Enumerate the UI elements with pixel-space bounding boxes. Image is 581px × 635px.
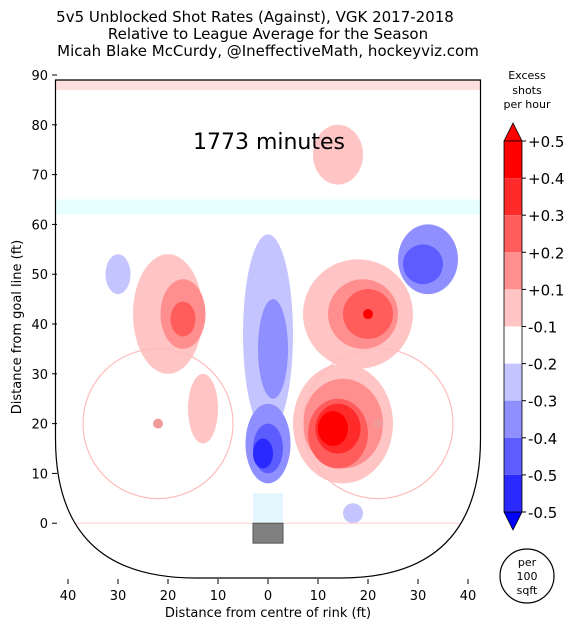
colorbar-band [504,141,522,179]
contour-blob-6 [258,299,288,399]
y-axis-label: Distance from goal line (ft) [10,240,25,414]
colorbar-band [504,178,522,216]
rink-features [55,79,481,544]
contour-blob-21 [403,244,443,285]
colorbar-label: +0.4 [528,170,564,188]
y-tick-label: 30 [31,368,48,383]
x-tick-label: 30 [410,589,427,604]
colorbar-band [504,437,522,475]
y-tick-label: 60 [31,218,48,233]
faceoff-circle-1 [82,348,234,500]
contour-blob-4 [188,373,218,444]
faceoff-circle-2 [302,348,454,500]
x-tick-label: 40 [60,589,77,604]
unit-badge-circle [499,548,555,604]
colorbar-band [504,215,522,253]
colorbar-label: -0.5 [528,504,557,522]
unit-badge: per 100 sqft [499,548,555,604]
y-axis: 0 10 20 30 40 50 60 70 80 90 [31,69,57,532]
x-tick-label: 0 [264,589,272,604]
goal-net [252,522,284,544]
colorbar-label: -0.3 [528,393,557,411]
y-tick-label: 70 [31,169,48,184]
colorbar-label: +0.1 [528,281,564,299]
annotation-minutes: 1773 minutes [193,130,345,155]
x-tick-label: 40 [460,589,477,604]
colorbar-label: -0.2 [528,356,557,374]
chart-title-line-1: 5v5 Unblocked Shot Rates (Against), VGK … [56,8,454,26]
colorbar-band [504,400,522,438]
colorbar: Excess shots per hour +0.5 +0.4 +0.3 +0.2 +0… [503,69,564,531]
contour-blob-9 [253,438,273,469]
contour-blob-10 [313,124,363,185]
y-tick-label: 0 [40,517,48,532]
y-tick-label: 40 [31,318,48,333]
unit-badge-line-1: per [518,556,537,569]
contour-blob-22 [343,503,363,524]
y-tick-label: 20 [31,418,48,433]
y-tick-label: 80 [31,119,48,134]
goal-crease [253,493,283,524]
colorbar-label: +0.2 [528,244,564,262]
faceoff-dot-2 [373,418,383,429]
unit-badge-line-3: sqft [517,584,538,597]
colorbar-title-line-1: Excess [508,69,546,82]
colorbar-extend-high [503,122,523,142]
y-tick-label: 10 [31,467,48,482]
contour-blob-14 [363,309,373,320]
colorbar-title-line-2: shots [512,84,542,97]
x-tick-label: 30 [110,589,127,604]
faceoff-dot-1 [153,418,163,429]
x-axis-label: Distance from centre of rink (ft) [165,606,371,621]
unit-badge-line-2: 100 [517,570,538,583]
rink-outline [54,79,482,579]
y-tick-label: 90 [31,69,48,84]
contour-blob-19 [318,411,348,447]
chart-title-line-2: Relative to League Average for the Seaso… [108,25,428,43]
colorbar-extend-low [503,511,523,531]
x-tick-label: 20 [360,589,377,604]
contour-blob-3 [170,301,196,337]
colorbar-label: +0.5 [528,133,564,151]
colorbar-label: -0.1 [528,319,557,337]
colorbar-band [504,252,522,290]
x-tick-label: 10 [310,589,327,604]
blue-line [55,199,481,215]
y-tick-label: 50 [31,268,48,283]
colorbar-band [504,289,522,327]
colorbar-label: -0.4 [528,430,557,448]
chart-title-line-3: Micah Blake McCurdy, @IneffectiveMath, h… [57,42,479,60]
colorbar-band [504,363,522,401]
contour-layer [105,124,458,524]
colorbar-band [504,474,522,512]
x-tick-label: 10 [210,589,227,604]
x-axis: 40 30 20 10 0 10 20 30 40 [60,579,477,604]
colorbar-band [504,326,522,364]
colorbar-label: -0.5 [528,467,557,485]
colorbar-label: +0.3 [528,207,564,225]
contour-blob-0 [105,254,131,295]
colorbar-title-line-3: per hour [504,98,551,111]
x-tick-label: 20 [160,589,177,604]
rink [54,79,482,579]
centre-red-line [55,79,481,90]
